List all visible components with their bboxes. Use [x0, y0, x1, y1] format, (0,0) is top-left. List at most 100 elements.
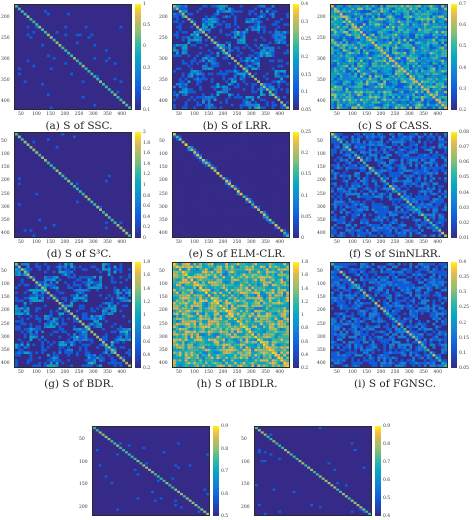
- heatmap-cell: [202, 28, 205, 31]
- heatmap-cell: [404, 149, 407, 152]
- heatmap-cell: [240, 156, 243, 159]
- heatmap-cell: [380, 36, 383, 39]
- heatmap-cell: [427, 136, 430, 139]
- heatmap-cell: [208, 21, 211, 24]
- heatmap-cell: [266, 10, 269, 13]
- heatmap-cell: [435, 177, 438, 180]
- heatmap-cell: [205, 201, 208, 204]
- heatmap-cell: [243, 190, 246, 193]
- heatmap-cell: [409, 44, 412, 47]
- heatmap-cell: [346, 172, 349, 175]
- heatmap-cell: [214, 62, 217, 65]
- heatmap-cell: [254, 18, 257, 21]
- heatmap-cell: [409, 8, 412, 11]
- heatmap-cell: [286, 136, 289, 139]
- heatmap-cell: [404, 54, 407, 57]
- heatmap-cell: [234, 188, 237, 191]
- heatmap-cell: [251, 221, 254, 224]
- heatmap-cell: [360, 91, 363, 94]
- heatmap-cell: [248, 182, 251, 185]
- heatmap-cell: [363, 143, 366, 146]
- heatmap-cell: [257, 83, 260, 86]
- heatmap-cell: [219, 91, 222, 94]
- heatmap-cell: [193, 136, 196, 139]
- heatmap-cell: [346, 52, 349, 55]
- heatmap-cell: [412, 133, 415, 136]
- heatmap-cell: [286, 216, 289, 219]
- heatmap-cell: [375, 75, 378, 78]
- heatmap-cell: [435, 31, 438, 34]
- heatmap-cell: [257, 138, 260, 141]
- heatmap-cell: [173, 23, 176, 26]
- heatmap-cell: [217, 15, 220, 18]
- heatmap-cell: [286, 190, 289, 193]
- heatmap-cell: [234, 159, 237, 162]
- heatmap-cell: [243, 151, 246, 154]
- heatmap-cell: [372, 146, 375, 149]
- heatmap-cell: [412, 180, 415, 183]
- heatmap-cell: [219, 28, 222, 31]
- heatmap-cell: [415, 8, 418, 11]
- heatmap-cell: [76, 41, 79, 44]
- heatmap-cell: [337, 23, 340, 26]
- heatmap-cell: [343, 36, 346, 39]
- colorbar-tick-label: 0.15: [301, 172, 311, 177]
- heatmap-cell: [401, 80, 404, 83]
- heatmap-cell: [254, 73, 257, 76]
- heatmap-cell: [266, 49, 269, 52]
- heatmap-cell: [263, 5, 266, 8]
- heatmap-cell: [217, 91, 220, 94]
- heatmap-cell: [225, 195, 228, 198]
- heatmap-cell: [409, 172, 412, 175]
- heatmap-cell: [418, 41, 421, 44]
- heatmap-cell: [251, 149, 254, 152]
- heatmap-cell: [211, 180, 214, 183]
- heatmap-cell: [188, 203, 191, 206]
- heatmap-cell: [222, 224, 225, 227]
- heatmap-cell: [372, 138, 375, 141]
- heatmap-cell: [401, 21, 404, 24]
- heatmap-cell: [179, 149, 182, 152]
- heatmap-cell: [424, 175, 427, 178]
- heatmap-cell: [199, 52, 202, 55]
- heatmap-cell: [240, 65, 243, 68]
- heatmap-cell: [193, 18, 196, 21]
- heatmap-cell: [280, 75, 283, 78]
- heatmap-cell: [340, 80, 343, 83]
- heatmap-cell: [435, 26, 438, 29]
- heatmap-cell: [182, 195, 185, 198]
- heatmap-cell: [176, 175, 179, 178]
- heatmap-cell: [251, 41, 254, 44]
- heatmap-cell: [372, 73, 375, 76]
- heatmap-cell: [208, 219, 211, 222]
- heatmap-cell: [275, 190, 278, 193]
- heatmap-cell: [185, 15, 188, 18]
- heatmap-cell: [205, 75, 208, 78]
- heatmap-cell: [176, 5, 179, 8]
- heatmap-cell: [404, 91, 407, 94]
- heatmap-cell: [263, 80, 266, 83]
- heatmap-cell: [76, 188, 79, 191]
- heatmap-cell: [199, 180, 202, 183]
- heatmap-cell: [231, 57, 234, 60]
- heatmap-cell: [409, 10, 412, 13]
- heatmap-cell: [354, 180, 357, 183]
- heatmap-cell: [41, 83, 44, 86]
- heatmap-cell: [406, 36, 409, 39]
- heatmap-cell: [398, 136, 401, 139]
- heatmap-cell: [348, 167, 351, 170]
- heatmap-cell: [354, 80, 357, 83]
- heatmap-cell: [360, 31, 363, 34]
- heatmap-cell: [343, 136, 346, 139]
- heatmap-cell: [234, 28, 237, 31]
- heatmap-cell: [354, 133, 357, 136]
- heatmap-cell: [406, 80, 409, 83]
- heatmap-cell: [346, 180, 349, 183]
- heatmap-cell: [196, 36, 199, 39]
- heatmap-cell: [277, 198, 280, 201]
- heatmap-cell: [263, 193, 266, 196]
- heatmap-cell: [351, 75, 354, 78]
- heatmap-cell: [395, 180, 398, 183]
- heatmap-cell: [217, 169, 220, 172]
- heatmap-cell: [389, 83, 392, 86]
